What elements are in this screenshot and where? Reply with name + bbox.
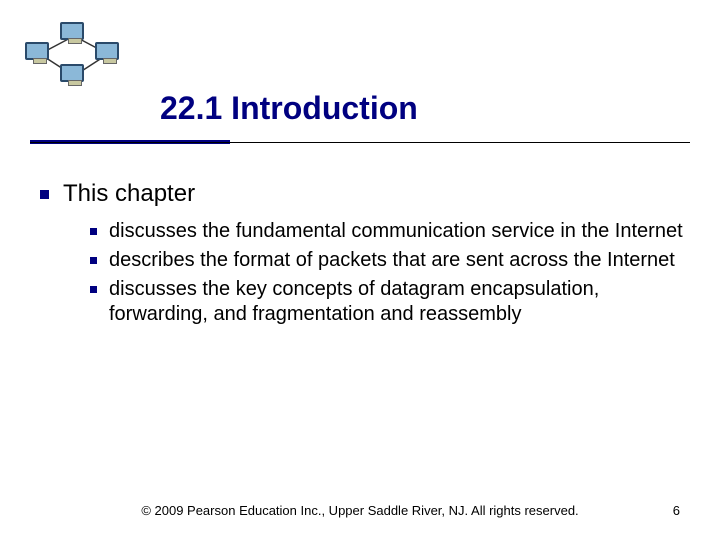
network-icon <box>20 20 140 90</box>
footer: © 2009 Pearson Education Inc., Upper Sad… <box>0 503 720 518</box>
list-item: describes the format of packets that are… <box>90 248 690 273</box>
slide-title: 22.1 Introduction <box>160 90 418 127</box>
computer-icon <box>60 22 88 48</box>
list-item: discusses the fundamental communication … <box>90 219 690 244</box>
bullet-text: discusses the key concepts of datagram e… <box>109 277 690 327</box>
square-bullet-icon <box>90 228 97 235</box>
bullet-text: discusses the fundamental communication … <box>109 219 683 244</box>
page-number: 6 <box>640 503 680 518</box>
computer-icon <box>25 42 53 68</box>
computer-icon <box>60 64 88 90</box>
square-bullet-icon <box>90 257 97 264</box>
list-item: discusses the key concepts of datagram e… <box>90 277 690 327</box>
content-area: This chapter discusses the fundamental c… <box>40 180 690 331</box>
level1-text: This chapter <box>63 180 195 209</box>
bullet-level1: This chapter <box>40 180 690 209</box>
copyright-text: © 2009 Pearson Education Inc., Upper Sad… <box>80 503 640 518</box>
level2-list: discusses the fundamental communication … <box>90 219 690 327</box>
bullet-text: describes the format of packets that are… <box>109 248 675 273</box>
square-bullet-icon <box>90 286 97 293</box>
computer-icon <box>95 42 123 68</box>
square-bullet-icon <box>40 190 49 199</box>
